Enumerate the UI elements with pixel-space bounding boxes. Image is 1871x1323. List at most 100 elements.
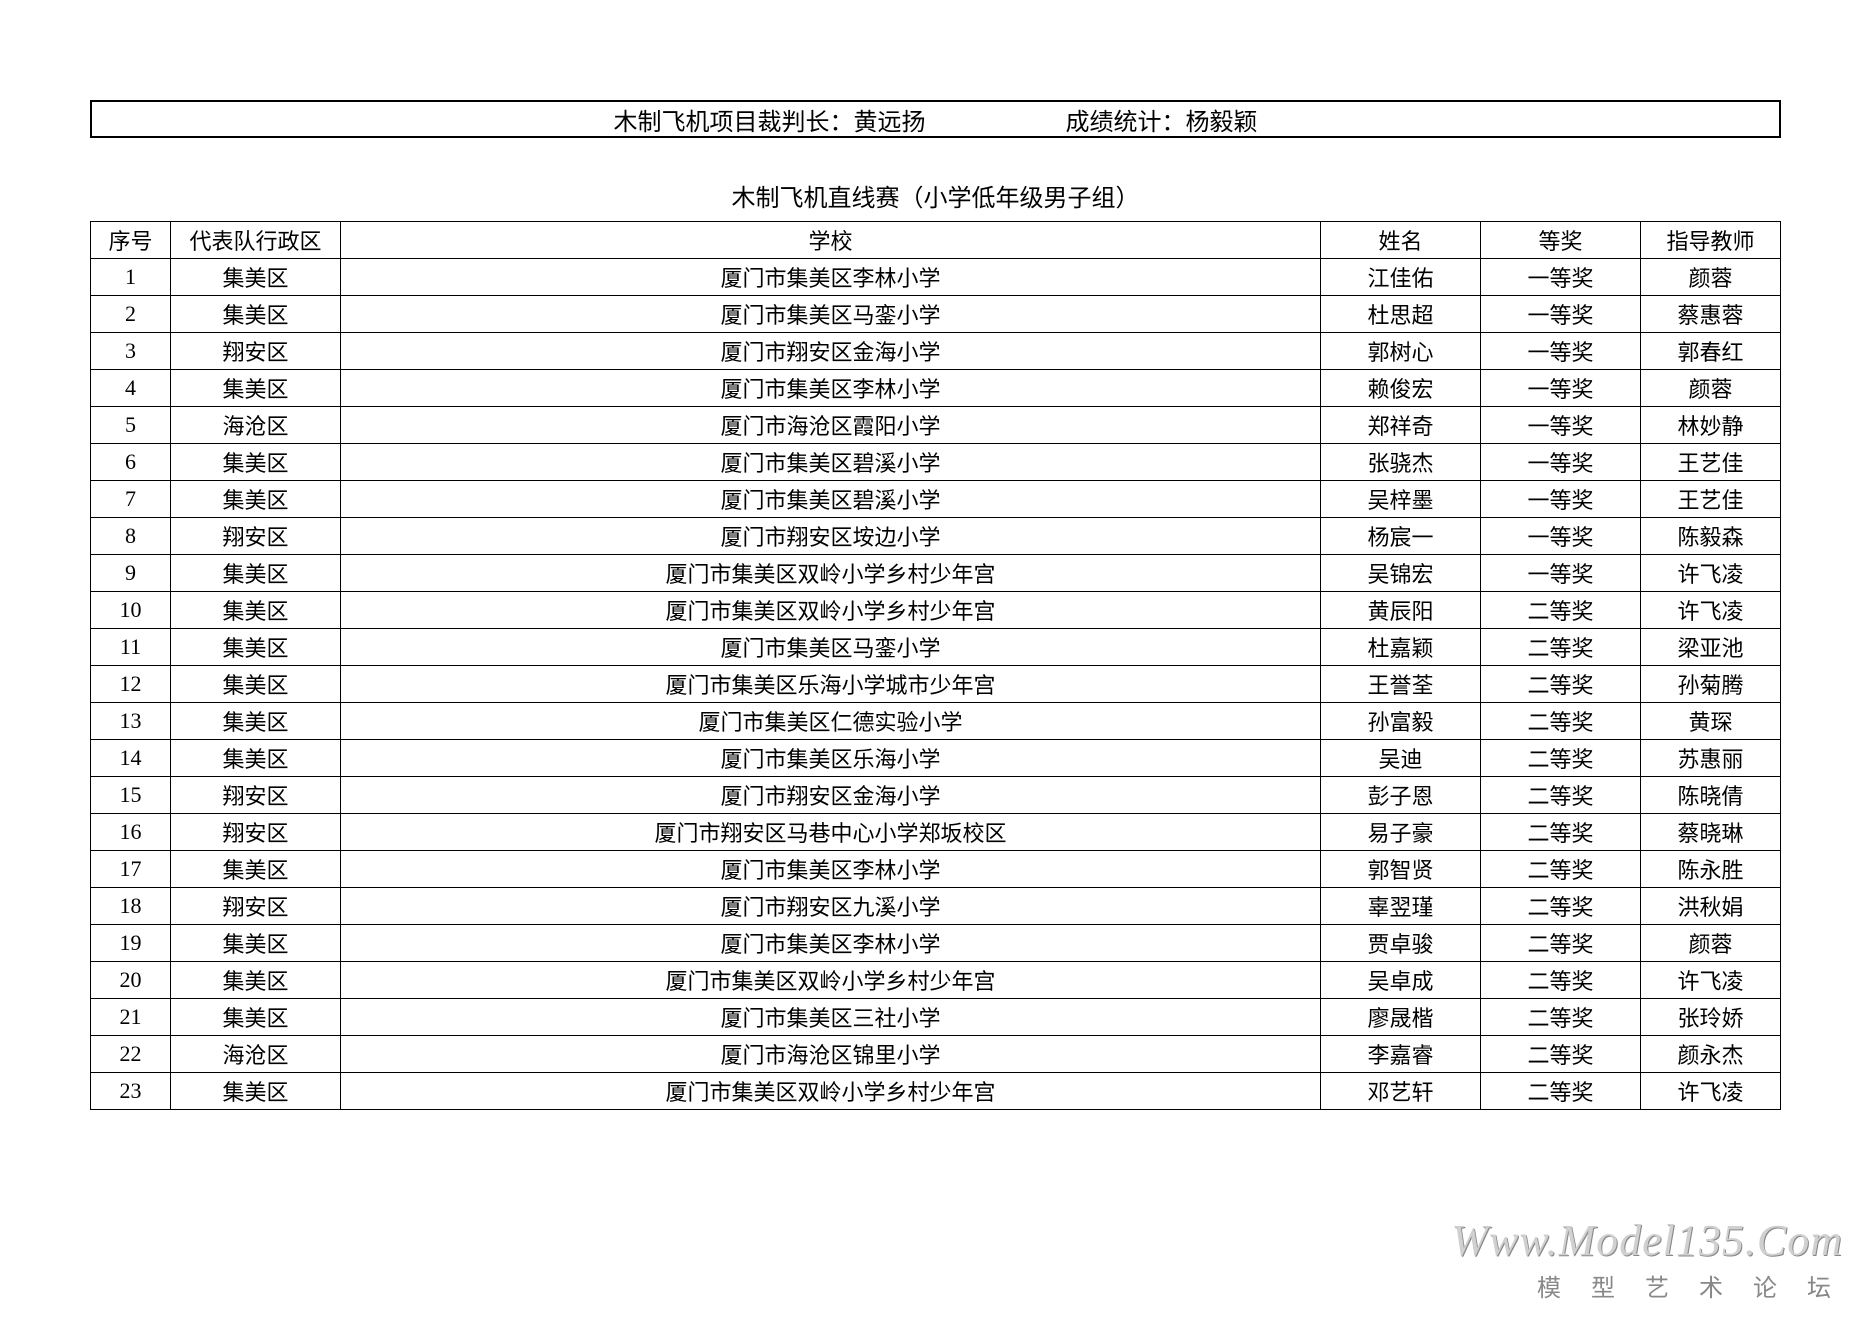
cell-district: 集美区 [171,444,341,481]
cell-award: 二等奖 [1481,1073,1641,1110]
cell-district: 集美区 [171,1073,341,1110]
cell-district: 集美区 [171,999,341,1036]
cell-num: 5 [91,407,171,444]
cell-school: 厦门市集美区双岭小学乡村少年宫 [341,555,1321,592]
results-table: 序号 代表队行政区 学校 姓名 等奖 指导教师 1集美区厦门市集美区李林小学江佳… [90,221,1781,1110]
cell-teacher: 张玲娇 [1641,999,1781,1036]
cell-num: 9 [91,555,171,592]
cell-num: 13 [91,703,171,740]
cell-name: 李嘉睿 [1321,1036,1481,1073]
watermark-cn: 模 型 艺 术 论 坛 [1451,1268,1843,1303]
cell-name: 吴迪 [1321,740,1481,777]
cell-name: 郭智贤 [1321,851,1481,888]
cell-award: 二等奖 [1481,814,1641,851]
cell-award: 二等奖 [1481,888,1641,925]
cell-district: 海沧区 [171,1036,341,1073]
cell-school: 厦门市集美区三社小学 [341,999,1321,1036]
cell-num: 22 [91,1036,171,1073]
cell-school: 厦门市集美区马銮小学 [341,296,1321,333]
cell-district: 集美区 [171,740,341,777]
cell-name: 易子豪 [1321,814,1481,851]
table-row: 2集美区厦门市集美区马銮小学杜思超一等奖蔡惠蓉 [91,296,1781,333]
cell-school: 厦门市集美区双岭小学乡村少年宫 [341,962,1321,999]
cell-teacher: 许飞凌 [1641,962,1781,999]
stats-label: 成绩统计： [1066,110,1186,136]
table-row: 13集美区厦门市集美区仁德实验小学孙富毅二等奖黄琛 [91,703,1781,740]
cell-num: 15 [91,777,171,814]
cell-award: 一等奖 [1481,555,1641,592]
cell-district: 集美区 [171,962,341,999]
cell-num: 16 [91,814,171,851]
cell-district: 集美区 [171,481,341,518]
cell-award: 二等奖 [1481,851,1641,888]
cell-teacher: 梁亚池 [1641,629,1781,666]
cell-num: 4 [91,370,171,407]
cell-num: 10 [91,592,171,629]
cell-teacher: 孙菊腾 [1641,666,1781,703]
cell-award: 一等奖 [1481,444,1641,481]
cell-school: 厦门市集美区碧溪小学 [341,444,1321,481]
watermark: Www.Model135.Com 模 型 艺 术 论 坛 [1451,1215,1843,1303]
cell-award: 一等奖 [1481,333,1641,370]
cell-num: 7 [91,481,171,518]
cell-award: 二等奖 [1481,629,1641,666]
cell-district: 集美区 [171,703,341,740]
cell-num: 6 [91,444,171,481]
watermark-url: Www.Model135.Com [1451,1215,1843,1266]
cell-district: 海沧区 [171,407,341,444]
table-row: 16翔安区厦门市翔安区马巷中心小学郑坂校区易子豪二等奖蔡晓琳 [91,814,1781,851]
cell-num: 1 [91,259,171,296]
cell-name: 吴卓成 [1321,962,1481,999]
cell-school: 厦门市集美区李林小学 [341,925,1321,962]
cell-school: 厦门市集美区碧溪小学 [341,481,1321,518]
cell-district: 集美区 [171,555,341,592]
cell-award: 二等奖 [1481,592,1641,629]
col-header-num: 序号 [91,222,171,259]
table-row: 21集美区厦门市集美区三社小学廖晟楷二等奖张玲娇 [91,999,1781,1036]
cell-school: 厦门市集美区乐海小学 [341,740,1321,777]
cell-award: 二等奖 [1481,740,1641,777]
cell-award: 一等奖 [1481,296,1641,333]
table-row: 14集美区厦门市集美区乐海小学吴迪二等奖苏惠丽 [91,740,1781,777]
cell-school: 厦门市集美区仁德实验小学 [341,703,1321,740]
col-header-teacher: 指导教师 [1641,222,1781,259]
cell-teacher: 王艺佳 [1641,481,1781,518]
cell-school: 厦门市翔安区九溪小学 [341,888,1321,925]
cell-school: 厦门市集美区双岭小学乡村少年宫 [341,592,1321,629]
cell-teacher: 颜蓉 [1641,259,1781,296]
cell-name: 贾卓骏 [1321,925,1481,962]
cell-num: 8 [91,518,171,555]
cell-school: 厦门市集美区双岭小学乡村少年宫 [341,1073,1321,1110]
cell-name: 彭子恩 [1321,777,1481,814]
table-row: 22海沧区厦门市海沧区锦里小学李嘉睿二等奖颜永杰 [91,1036,1781,1073]
cell-teacher: 郭春红 [1641,333,1781,370]
table-row: 7集美区厦门市集美区碧溪小学吴梓墨一等奖王艺佳 [91,481,1781,518]
cell-award: 一等奖 [1481,481,1641,518]
cell-school: 厦门市集美区乐海小学城市少年宫 [341,666,1321,703]
cell-teacher: 陈晓倩 [1641,777,1781,814]
col-header-name: 姓名 [1321,222,1481,259]
cell-district: 翔安区 [171,333,341,370]
table-row: 1集美区厦门市集美区李林小学江佳佑一等奖颜蓉 [91,259,1781,296]
cell-district: 翔安区 [171,888,341,925]
judge-block: 木制飞机项目裁判长：黄远扬 [614,102,926,137]
cell-district: 集美区 [171,851,341,888]
cell-school: 厦门市翔安区垵边小学 [341,518,1321,555]
table-row: 10集美区厦门市集美区双岭小学乡村少年宫黄辰阳二等奖许飞凌 [91,592,1781,629]
cell-num: 2 [91,296,171,333]
cell-teacher: 蔡晓琳 [1641,814,1781,851]
table-row: 23集美区厦门市集美区双岭小学乡村少年宫邓艺轩二等奖许飞凌 [91,1073,1781,1110]
cell-award: 一等奖 [1481,370,1641,407]
table-header-row: 序号 代表队行政区 学校 姓名 等奖 指导教师 [91,222,1781,259]
cell-teacher: 颜永杰 [1641,1036,1781,1073]
cell-teacher: 蔡惠蓉 [1641,296,1781,333]
cell-name: 黄辰阳 [1321,592,1481,629]
cell-teacher: 苏惠丽 [1641,740,1781,777]
cell-name: 郭树心 [1321,333,1481,370]
cell-teacher: 林妙静 [1641,407,1781,444]
cell-award: 二等奖 [1481,925,1641,962]
cell-teacher: 洪秋娟 [1641,888,1781,925]
cell-name: 杜嘉颖 [1321,629,1481,666]
cell-name: 吴梓墨 [1321,481,1481,518]
cell-name: 辜翌瑾 [1321,888,1481,925]
